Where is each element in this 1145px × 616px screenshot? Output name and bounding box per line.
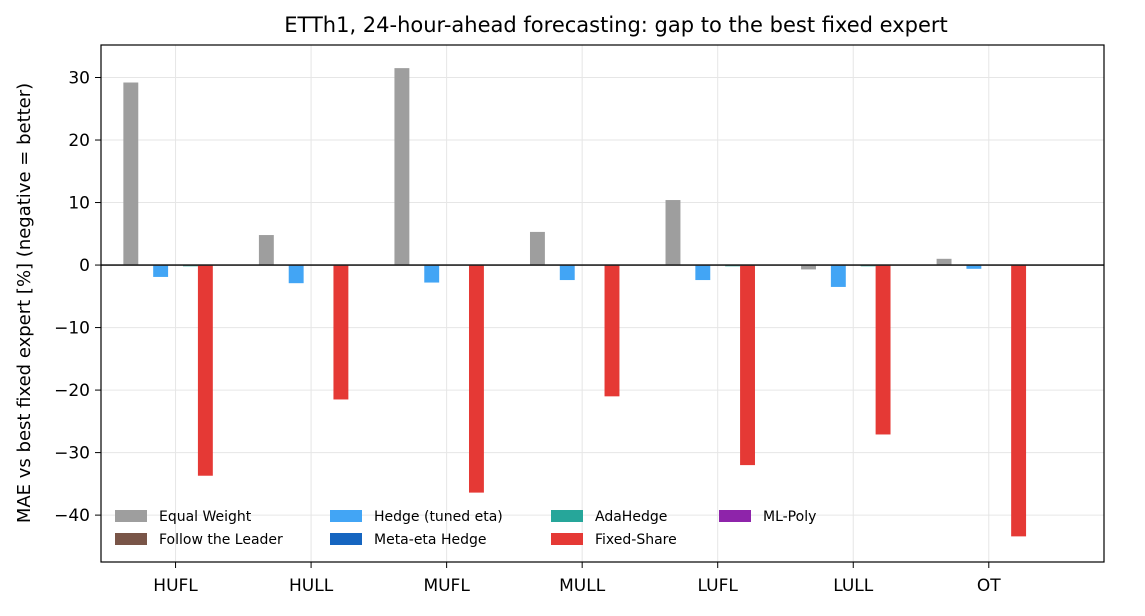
bar [875, 265, 891, 435]
y-tick-label: 0 [79, 256, 90, 276]
y-tick-label: −40 [54, 506, 90, 526]
bar [529, 231, 545, 266]
bar [333, 265, 349, 400]
legend-swatch [551, 533, 583, 545]
legend-label: Fixed-Share [595, 532, 677, 548]
legend-swatch [330, 533, 362, 545]
grid-lines [101, 45, 1104, 562]
y-tick-label: 30 [68, 69, 90, 89]
legend-label: Equal Weight [159, 509, 252, 525]
bar [288, 265, 304, 284]
plot-frame [100, 44, 1105, 563]
x-tick-label: OT [977, 576, 1001, 596]
x-tick-label: LULL [833, 576, 874, 596]
bar [830, 265, 846, 287]
legend-swatch [551, 510, 583, 522]
bar [153, 265, 169, 277]
x-tick-label: MULL [559, 576, 606, 596]
bar [394, 68, 410, 266]
x-axis-ticks: HUFL HULL MUFL MULL LUFL LULL OT [153, 562, 1001, 596]
plot-border [100, 44, 1105, 563]
bar [258, 235, 274, 266]
bar [695, 265, 711, 281]
x-tick-label: LUFL [698, 576, 739, 596]
legend-swatch [330, 510, 362, 522]
x-tick-label: MUFL [423, 576, 470, 596]
legend-swatch [115, 533, 147, 545]
x-tick-label: HUFL [153, 576, 198, 596]
bar [740, 265, 755, 466]
bar [197, 265, 213, 476]
y-tick-label: 10 [68, 194, 90, 214]
legend: Equal Weight Follow the Leader Hedge (tune… [115, 509, 816, 548]
y-tick-label: −30 [54, 444, 90, 464]
bar [665, 200, 681, 266]
x-tick-label: HULL [289, 576, 334, 596]
y-tick-label: −20 [54, 381, 90, 401]
bar [801, 265, 816, 270]
y-axis-ticks: −40 −30 −20 −10 0 10 20 30 [54, 69, 101, 526]
y-tick-label: 20 [68, 131, 90, 151]
legend-label: Meta-eta Hedge [374, 532, 486, 548]
bar [604, 265, 620, 397]
legend-swatch [719, 510, 751, 522]
bar [123, 82, 139, 266]
legend-label: AdaHedge [595, 509, 667, 525]
bar [1011, 265, 1027, 537]
y-tick-label: −10 [54, 319, 90, 339]
bar [936, 258, 952, 266]
bar-groups [123, 68, 1027, 537]
bar [559, 265, 575, 281]
bar [424, 265, 440, 283]
bar [966, 265, 982, 269]
legend-label: Hedge (tuned eta) [374, 509, 503, 525]
legend-swatch [115, 510, 147, 522]
legend-label: Follow the Leader [159, 532, 283, 548]
legend-label: ML-Poly [763, 509, 816, 525]
bar [468, 265, 484, 493]
chart-title: ETTh1, 24-hour-ahead forecasting: gap to… [284, 13, 948, 37]
y-axis-label: MAE vs best fixed expert [%] (negative =… [14, 83, 35, 523]
